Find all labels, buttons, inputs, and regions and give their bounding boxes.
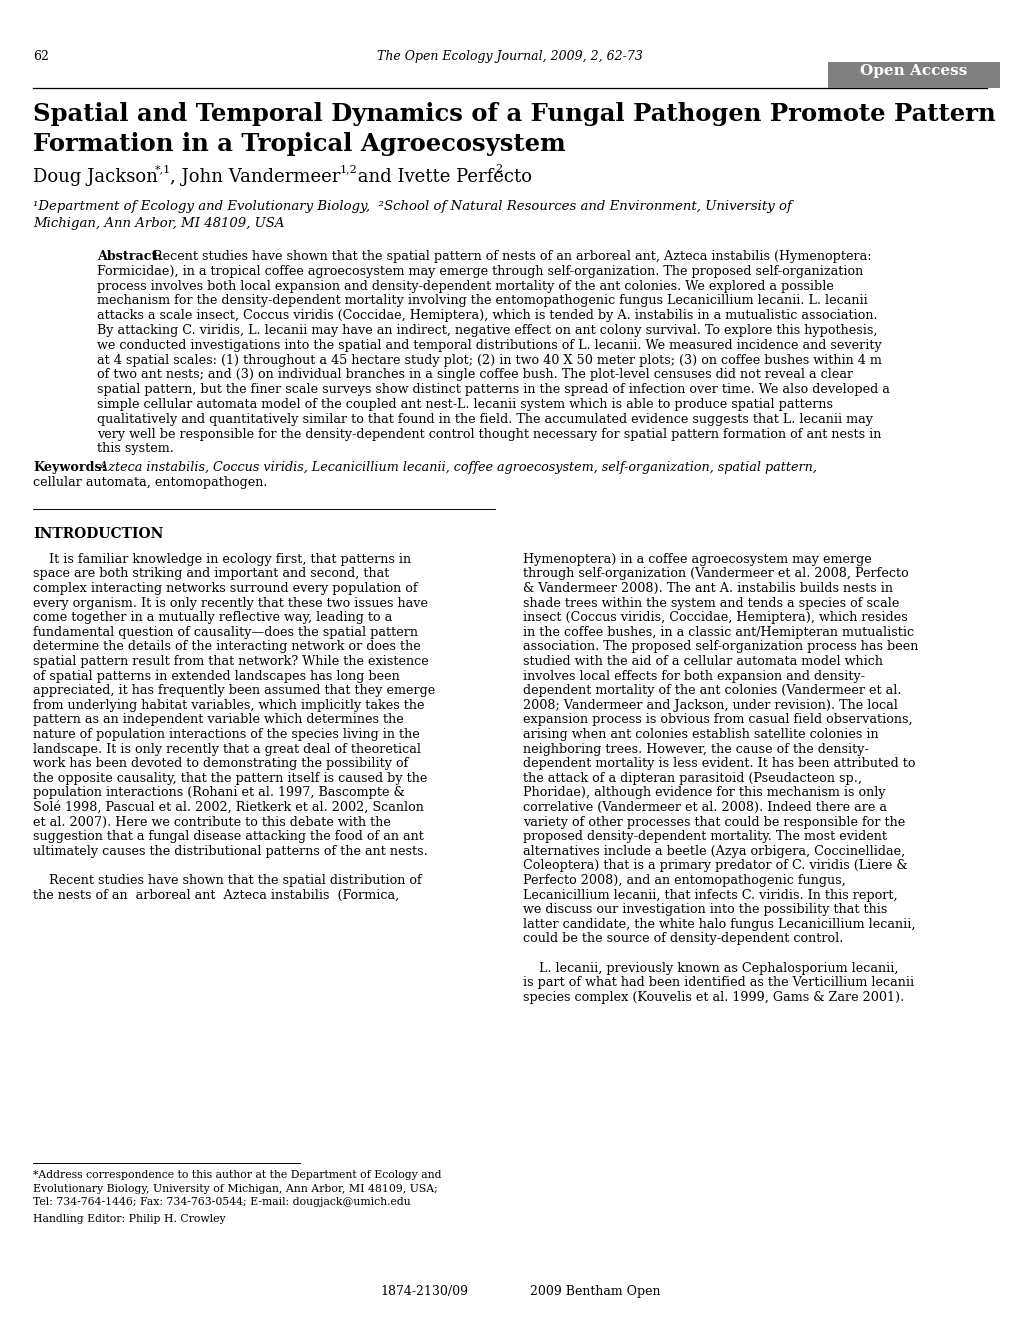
- Text: 2008; Vandermeer and Jackson, under revision). The local: 2008; Vandermeer and Jackson, under revi…: [523, 698, 897, 711]
- Text: Michigan, Ann Arbor, MI 48109, USA: Michigan, Ann Arbor, MI 48109, USA: [33, 216, 284, 230]
- Text: pattern as an independent variable which determines the: pattern as an independent variable which…: [33, 713, 404, 726]
- Text: attacks a scale insect, Coccus viridis (Coccidae, Hemiptera), which is tended by: attacks a scale insect, Coccus viridis (…: [97, 309, 876, 322]
- Text: It is familiar knowledge in ecology first, that patterns in: It is familiar knowledge in ecology firs…: [33, 553, 411, 566]
- Text: Phoridae), although evidence for this mechanism is only: Phoridae), although evidence for this me…: [523, 787, 884, 800]
- Text: and Ivette Perfecto: and Ivette Perfecto: [352, 168, 532, 186]
- Text: simple cellular automata model of the coupled ant nest-L. lecanii system which i: simple cellular automata model of the co…: [97, 399, 833, 411]
- Text: population interactions (Rohani et al. 1997, Bascompte &: population interactions (Rohani et al. 1…: [33, 787, 405, 800]
- Text: L. lecanii, previously known as Cephalosporium lecanii,: L. lecanii, previously known as Cephalos…: [523, 961, 898, 974]
- Text: involves local effects for both expansion and density-: involves local effects for both expansio…: [523, 669, 864, 682]
- Text: the attack of a dipteran parasitoid (Pseudacteon sp.,: the attack of a dipteran parasitoid (Pse…: [523, 772, 861, 785]
- Text: variety of other processes that could be responsible for the: variety of other processes that could be…: [523, 816, 905, 829]
- Text: every organism. It is only recently that these two issues have: every organism. It is only recently that…: [33, 597, 428, 610]
- Text: we conducted investigations into the spatial and temporal distributions of L. le: we conducted investigations into the spa…: [97, 339, 880, 352]
- Text: qualitatively and quantitatively similar to that found in the field. The accumul: qualitatively and quantitatively similar…: [97, 413, 872, 426]
- Text: the nests of an  arboreal ant  Azteca instabilis  (Formica,: the nests of an arboreal ant Azteca inst…: [33, 888, 398, 902]
- Text: *Address correspondence to this author at the Department of Ecology and: *Address correspondence to this author a…: [33, 1170, 441, 1180]
- Text: 62: 62: [33, 50, 49, 63]
- Text: in the coffee bushes, in a classic ant/Hemipteran mutualistic: in the coffee bushes, in a classic ant/H…: [523, 626, 913, 639]
- Text: arising when ant colonies establish satellite colonies in: arising when ant colonies establish sate…: [523, 729, 877, 741]
- Text: species complex (Kouvelis et al. 1999, Gams & Zare 2001).: species complex (Kouvelis et al. 1999, G…: [523, 991, 904, 1003]
- Text: 2: 2: [494, 164, 501, 174]
- Text: through self-organization (Vandermeer et al. 2008, Perfecto: through self-organization (Vandermeer et…: [523, 568, 908, 581]
- Text: ¹Department of Ecology and Evolutionary Biology,  ²School of Natural Resources a: ¹Department of Ecology and Evolutionary …: [33, 201, 791, 213]
- Text: we discuss our investigation into the possibility that this: we discuss our investigation into the po…: [523, 903, 887, 916]
- Text: fundamental question of causality—does the spatial pattern: fundamental question of causality—does t…: [33, 626, 418, 639]
- Text: complex interacting networks surround every population of: complex interacting networks surround ev…: [33, 582, 417, 595]
- Text: dependent mortality of the ant colonies (Vandermeer et al.: dependent mortality of the ant colonies …: [523, 684, 901, 697]
- Text: correlative (Vandermeer et al. 2008). Indeed there are a: correlative (Vandermeer et al. 2008). In…: [523, 801, 887, 814]
- Text: expansion process is obvious from casual field observations,: expansion process is obvious from casual…: [523, 713, 912, 726]
- Text: appreciated, it has frequently been assumed that they emerge: appreciated, it has frequently been assu…: [33, 684, 435, 697]
- Text: Solé 1998, Pascual et al. 2002, Rietkerk et al. 2002, Scanlon: Solé 1998, Pascual et al. 2002, Rietkerk…: [33, 801, 424, 814]
- Text: neighboring trees. However, the cause of the density-: neighboring trees. However, the cause of…: [523, 743, 868, 755]
- Text: Abstract:: Abstract:: [97, 249, 162, 263]
- Text: Keywords:: Keywords:: [33, 461, 106, 474]
- Text: come together in a mutually reflective way, leading to a: come together in a mutually reflective w…: [33, 611, 392, 624]
- Text: *,1: *,1: [155, 164, 171, 174]
- Text: space are both striking and important and second, that: space are both striking and important an…: [33, 568, 389, 581]
- Text: Azteca instabilis, Coccus viridis, Lecanicillium lecanii, coffee agroecosystem, : Azteca instabilis, Coccus viridis, Lecan…: [95, 461, 816, 474]
- Text: nature of population interactions of the species living in the: nature of population interactions of the…: [33, 729, 420, 741]
- Text: Recent studies have shown that the spatial distribution of: Recent studies have shown that the spati…: [33, 874, 421, 887]
- Text: Formicidae), in a tropical coffee agroecosystem may emerge through self-organiza: Formicidae), in a tropical coffee agroec…: [97, 265, 862, 277]
- Text: Spatial and Temporal Dynamics of a Fungal Pathogen Promote Pattern: Spatial and Temporal Dynamics of a Funga…: [33, 102, 995, 125]
- Text: Coleoptera) that is a primary predator of C. viridis (Liere &: Coleoptera) that is a primary predator o…: [523, 859, 907, 873]
- Text: cellular automata, entomopathogen.: cellular automata, entomopathogen.: [33, 477, 267, 488]
- Text: proposed density-dependent mortality. The most evident: proposed density-dependent mortality. Th…: [523, 830, 887, 843]
- Text: 2009 Bentham Open: 2009 Bentham Open: [530, 1284, 660, 1298]
- Text: The Open Ecology Journal, 2009, 2, 62-73: The Open Ecology Journal, 2009, 2, 62-73: [377, 50, 642, 63]
- Text: alternatives include a beetle (Azya orbigera, Coccinellidae,: alternatives include a beetle (Azya orbi…: [523, 845, 905, 858]
- Text: is part of what had been identified as the Verticillium lecanii: is part of what had been identified as t…: [523, 977, 913, 989]
- Text: et al. 2007). Here we contribute to this debate with the: et al. 2007). Here we contribute to this…: [33, 816, 390, 829]
- Text: from underlying habitat variables, which implicitly takes the: from underlying habitat variables, which…: [33, 698, 424, 711]
- Text: Recent studies have shown that the spatial pattern of nests of an arboreal ant, : Recent studies have shown that the spati…: [153, 249, 871, 263]
- Text: could be the source of density-dependent control.: could be the source of density-dependent…: [523, 932, 843, 945]
- Text: this system.: this system.: [97, 442, 173, 455]
- Text: Open Access: Open Access: [859, 63, 967, 78]
- Text: By attacking C. viridis, L. lecanii may have an indirect, negative effect on ant: By attacking C. viridis, L. lecanii may …: [97, 323, 876, 337]
- Text: landscape. It is only recently that a great deal of theoretical: landscape. It is only recently that a gr…: [33, 743, 421, 755]
- Text: 1874-2130/09: 1874-2130/09: [380, 1284, 468, 1298]
- Text: Evolutionary Biology, University of Michigan, Ann Arbor, MI 48109, USA;: Evolutionary Biology, University of Mich…: [33, 1184, 437, 1193]
- Text: Lecanicillium lecanii, that infects C. viridis. In this report,: Lecanicillium lecanii, that infects C. v…: [523, 888, 897, 902]
- Text: determine the details of the interacting network or does the: determine the details of the interacting…: [33, 640, 421, 653]
- Text: Tel: 734-764-1446; Fax: 734-763-0544; E-mail: dougjack@umich.edu: Tel: 734-764-1446; Fax: 734-763-0544; E-…: [33, 1197, 411, 1206]
- Text: Handling Editor: Philip H. Crowley: Handling Editor: Philip H. Crowley: [33, 1214, 225, 1225]
- Text: at 4 spatial scales: (1) throughout a 45 hectare study plot; (2) in two 40 X 50 : at 4 spatial scales: (1) throughout a 45…: [97, 354, 881, 367]
- Text: studied with the aid of a cellular automata model which: studied with the aid of a cellular autom…: [523, 655, 882, 668]
- Text: insect (Coccus viridis, Coccidae, Hemiptera), which resides: insect (Coccus viridis, Coccidae, Hemipt…: [523, 611, 907, 624]
- Text: work has been devoted to demonstrating the possibility of: work has been devoted to demonstrating t…: [33, 758, 408, 770]
- Text: suggestion that a fungal disease attacking the food of an ant: suggestion that a fungal disease attacki…: [33, 830, 424, 843]
- Text: & Vandermeer 2008). The ant A. instabilis builds nests in: & Vandermeer 2008). The ant A. instabili…: [523, 582, 892, 595]
- Text: INTRODUCTION: INTRODUCTION: [33, 527, 163, 541]
- Text: the opposite causality, that the pattern itself is caused by the: the opposite causality, that the pattern…: [33, 772, 427, 785]
- Text: of two ant nests; and (3) on individual branches in a single coffee bush. The pl: of two ant nests; and (3) on individual …: [97, 368, 852, 381]
- Text: mechanism for the density-dependent mortality involving the entomopathogenic fun: mechanism for the density-dependent mort…: [97, 294, 867, 308]
- Text: , John Vandermeer: , John Vandermeer: [170, 168, 340, 186]
- Text: Perfecto 2008), and an entomopathogenic fungus,: Perfecto 2008), and an entomopathogenic …: [523, 874, 845, 887]
- Text: Doug Jackson: Doug Jackson: [33, 168, 158, 186]
- Text: shade trees within the system and tends a species of scale: shade trees within the system and tends …: [523, 597, 899, 610]
- Text: latter candidate, the white halo fungus Lecanicillium lecanii,: latter candidate, the white halo fungus …: [523, 917, 915, 931]
- Text: Hymenoptera) in a coffee agroecosystem may emerge: Hymenoptera) in a coffee agroecosystem m…: [523, 553, 871, 566]
- Text: 1,2: 1,2: [339, 164, 358, 174]
- Text: association. The proposed self-organization process has been: association. The proposed self-organizat…: [523, 640, 917, 653]
- Text: Formation in a Tropical Agroecosystem: Formation in a Tropical Agroecosystem: [33, 132, 566, 156]
- Text: spatial pattern result from that network? While the existence: spatial pattern result from that network…: [33, 655, 428, 668]
- Text: spatial pattern, but the finer scale surveys show distinct patterns in the sprea: spatial pattern, but the finer scale sur…: [97, 383, 889, 396]
- Text: dependent mortality is less evident. It has been attributed to: dependent mortality is less evident. It …: [523, 758, 915, 770]
- Text: of spatial patterns in extended landscapes has long been: of spatial patterns in extended landscap…: [33, 669, 399, 682]
- FancyBboxPatch shape: [827, 62, 999, 88]
- Text: ultimately causes the distributional patterns of the ant nests.: ultimately causes the distributional pat…: [33, 845, 427, 858]
- Text: process involves both local expansion and density-dependent mortality of the ant: process involves both local expansion an…: [97, 280, 834, 293]
- Text: very well be responsible for the density-dependent control thought necessary for: very well be responsible for the density…: [97, 428, 880, 441]
